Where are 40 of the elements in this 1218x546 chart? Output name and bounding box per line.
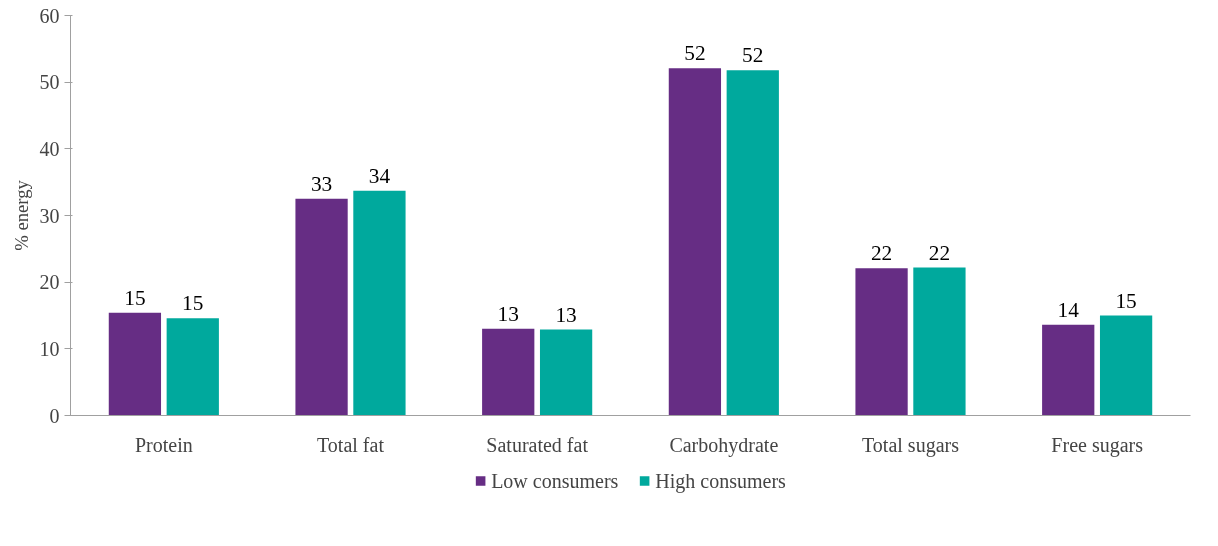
x-tick-label: Carbohydrate bbox=[669, 433, 779, 457]
bar bbox=[482, 328, 535, 416]
bar bbox=[295, 198, 348, 416]
bar bbox=[166, 318, 219, 416]
data-label: 22 bbox=[928, 240, 951, 265]
y-tick-label: 40 bbox=[39, 137, 60, 160]
data-label: 52 bbox=[684, 41, 706, 66]
bar bbox=[108, 312, 162, 416]
x-tick-label: Total fat bbox=[317, 433, 385, 456]
data-label: 34 bbox=[368, 163, 391, 188]
y-tick-label: 50 bbox=[39, 71, 60, 94]
bar bbox=[353, 190, 406, 416]
bar bbox=[913, 267, 966, 416]
data-label: 22 bbox=[870, 241, 893, 266]
bar bbox=[1099, 315, 1153, 416]
bar bbox=[726, 70, 779, 416]
x-tick-label: Total sugars bbox=[862, 433, 960, 457]
x-tick-label: Saturated fat bbox=[486, 433, 589, 456]
data-label: 15 bbox=[182, 291, 204, 316]
bar bbox=[539, 329, 593, 416]
y-tick-label: 10 bbox=[39, 337, 60, 360]
data-label: 15 bbox=[124, 285, 146, 310]
data-label: 13 bbox=[497, 301, 519, 326]
bar bbox=[1042, 324, 1095, 416]
y-tick-label: 30 bbox=[39, 204, 60, 227]
x-tick-label: Protein bbox=[134, 433, 193, 456]
data-label: 52 bbox=[742, 43, 764, 68]
data-label: 13 bbox=[555, 302, 577, 327]
bar bbox=[855, 268, 908, 416]
x-tick-label: Free sugars bbox=[1051, 433, 1144, 457]
data-label: 33 bbox=[310, 171, 333, 196]
legend-label: Low consumers bbox=[491, 469, 619, 492]
data-label: 15 bbox=[1115, 288, 1137, 313]
bar bbox=[668, 68, 722, 416]
data-label: 14 bbox=[1057, 297, 1080, 322]
y-tick-label: 60 bbox=[39, 4, 60, 27]
legend-label: High consumers bbox=[655, 469, 786, 492]
y-tick-label: 20 bbox=[39, 271, 60, 294]
y-tick-label: 0 bbox=[49, 404, 60, 427]
y-axis-title: % energy bbox=[10, 179, 32, 251]
